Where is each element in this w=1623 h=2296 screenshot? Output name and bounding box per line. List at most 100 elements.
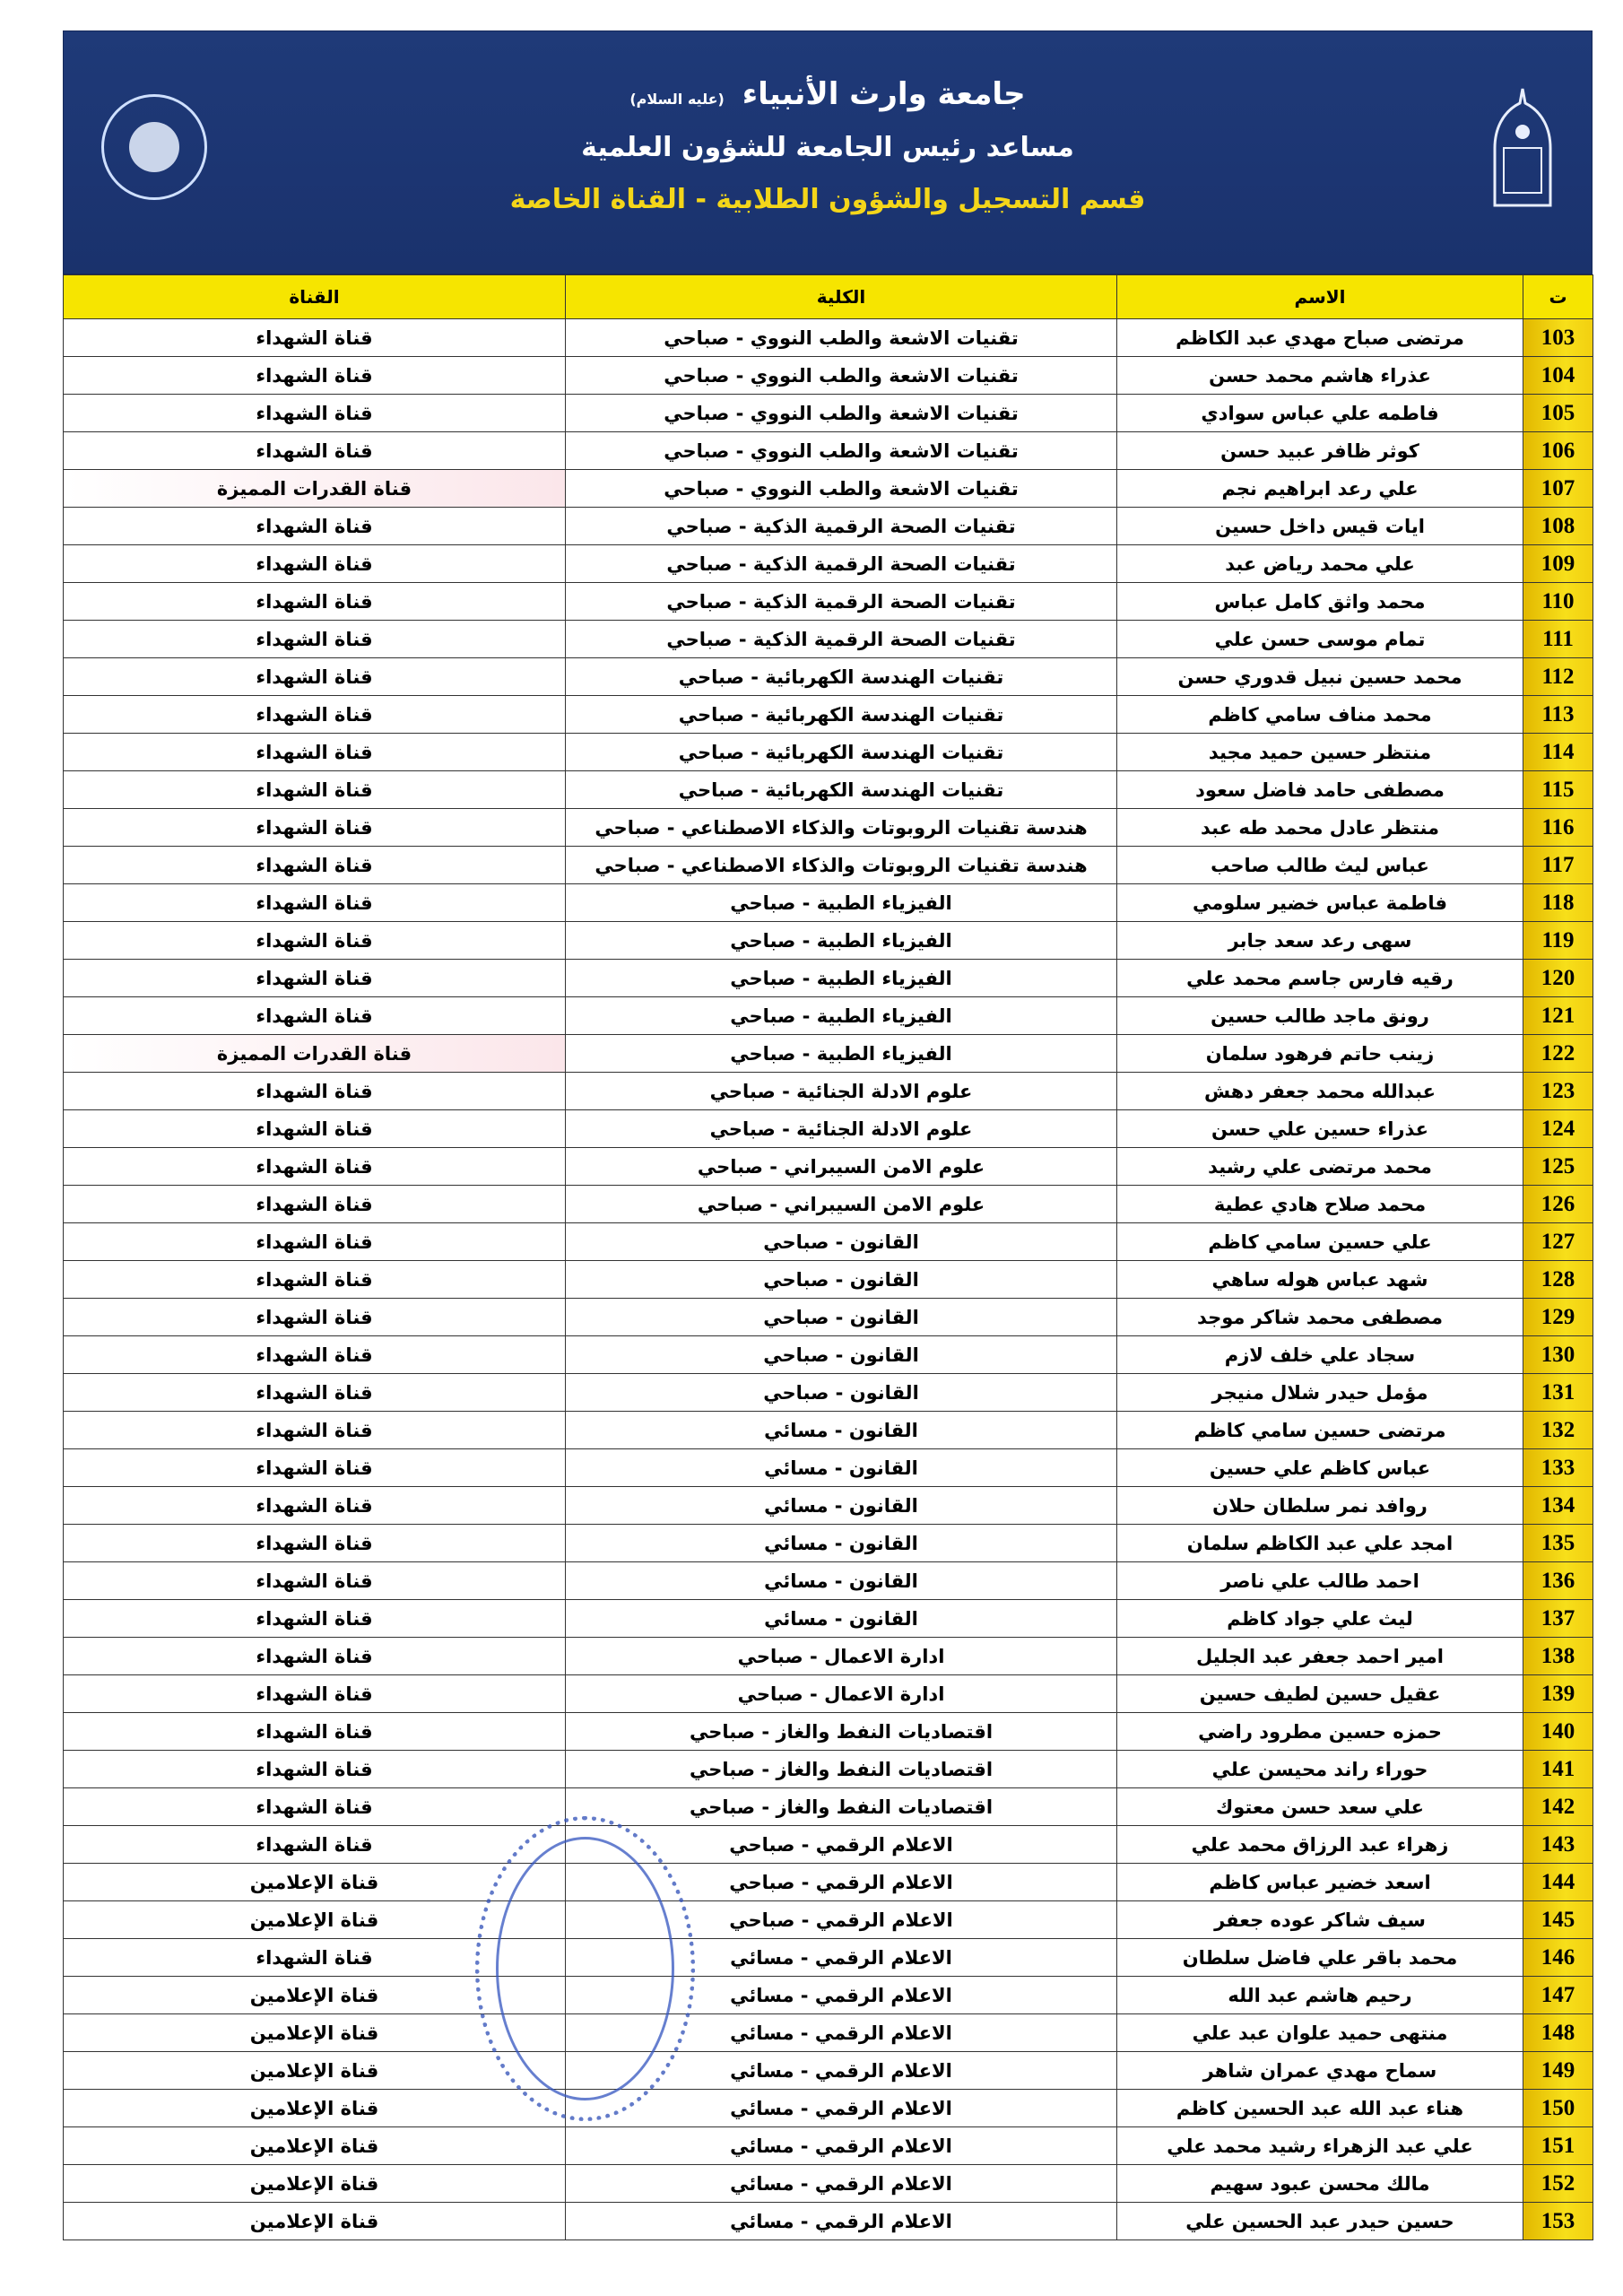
- student-name: علي سعد حسن معتوك: [1116, 1787, 1523, 1826]
- channel: قناة الشهداء: [63, 431, 566, 470]
- college: الفيزياء الطبية - صباحي: [565, 921, 1117, 960]
- student-name: رحيم هاشم عبد الله: [1116, 1976, 1523, 2014]
- row-number: 127: [1523, 1222, 1593, 1261]
- table-row: 123 عبدالله محمد جعفر دهش علوم الادلة الجن…: [63, 1072, 1593, 1110]
- college: هندسة تقنيات الروبوتات والذكاء الاصطناعي…: [565, 846, 1117, 884]
- college: ادارة الاعمال - صباحي: [565, 1674, 1117, 1713]
- channel: قناة الشهداء: [63, 1147, 566, 1186]
- student-name: علي رعد ابراهيم نجم: [1116, 469, 1523, 508]
- college: علوم الادلة الجنائية - صباحي: [565, 1072, 1117, 1110]
- student-name: مصطفى محمد شاكر موجد: [1116, 1298, 1523, 1336]
- table-row: 113 محمد مناف سامي كاظم تقنيات الهندسة الك…: [63, 695, 1593, 734]
- row-number: 121: [1523, 996, 1593, 1035]
- row-number: 109: [1523, 544, 1593, 583]
- row-number: 106: [1523, 431, 1593, 470]
- student-name: مرتضى حسين سامي كاظم: [1116, 1411, 1523, 1449]
- student-name: امجد علي عبد الكاظم سلمان: [1116, 1524, 1523, 1562]
- student-name: زهراء عبد الرزاق محمد علي: [1116, 1825, 1523, 1864]
- table-row: 153 حسين حيدر عبد الحسين علي الاعلام الرقم…: [63, 2202, 1593, 2240]
- college: الفيزياء الطبية - صباحي: [565, 883, 1117, 922]
- row-number: 141: [1523, 1750, 1593, 1788]
- channel: قناة القدرات المميزة: [63, 1034, 566, 1073]
- channel: قناة الشهداء: [63, 846, 566, 884]
- student-name: فاطمه علي عباس سوادي: [1116, 394, 1523, 432]
- row-number: 104: [1523, 356, 1593, 395]
- row-number: 133: [1523, 1448, 1593, 1487]
- channel: قناة الشهداء: [63, 1825, 566, 1864]
- student-name: سهى رعد سعد جابر: [1116, 921, 1523, 960]
- college: تقنيات الاشعة والطب النووي - صباحي: [565, 356, 1117, 395]
- table-row: 109 علي محمد رياض عبد تقنيات الصحة الرقمية…: [63, 544, 1593, 583]
- college: الاعلام الرقمي - مسائي: [565, 1976, 1117, 2014]
- college: تقنيات الهندسة الكهربائية - صباحي: [565, 733, 1117, 771]
- college: الاعلام الرقمي - مسائي: [565, 2164, 1117, 2203]
- student-name: علي حسين سامي كاظم: [1116, 1222, 1523, 1261]
- table-row: 108 ايات قيس داخل حسين تقنيات الصحة الرقمي…: [63, 507, 1593, 545]
- student-name: علي محمد رياض عبد: [1116, 544, 1523, 583]
- table-row: 120 رقيه فارس جاسم محمد علي الفيزياء الطبي…: [63, 959, 1593, 997]
- college: علوم الامن السيبراني - صباحي: [565, 1185, 1117, 1223]
- table-row: 125 محمد مرتضى علي رشيد علوم الامن السيبرا…: [63, 1147, 1593, 1186]
- channel: قناة الشهداء: [63, 808, 566, 847]
- table-row: 116 منتظر عادل محمد طه عبد هندسة تقنيات ال…: [63, 808, 1593, 847]
- student-name: عذراء حسين علي حسن: [1116, 1109, 1523, 1148]
- row-number: 116: [1523, 808, 1593, 847]
- college: تقنيات الاشعة والطب النووي - صباحي: [565, 318, 1117, 357]
- table-row: 146 محمد باقر علي فاضل سلطان الاعلام الرقم…: [63, 1938, 1593, 1977]
- college: تقنيات الصحة الرقمية الذكية - صباحي: [565, 620, 1117, 658]
- row-number: 146: [1523, 1938, 1593, 1977]
- column-header-number: ت: [1523, 274, 1593, 319]
- college: تقنيات الهندسة الكهربائية - صباحي: [565, 770, 1117, 809]
- student-name: منتظر عادل محمد طه عبد: [1116, 808, 1523, 847]
- channel: قناة الإعلامين: [63, 1900, 566, 1939]
- table-row: 150 هناء عبد الله عبد الحسين كاظم الاعلام …: [63, 2089, 1593, 2127]
- table-row: 139 عقيل حسين لطيف حسين ادارة الاعمال - صب…: [63, 1674, 1593, 1713]
- table-row: 121 رونق ماجد طالب حسين الفيزياء الطبية - …: [63, 996, 1593, 1035]
- table-row: 111 تمام موسى حسن علي تقنيات الصحة الرقمية…: [63, 620, 1593, 658]
- office-title: مساعد رئيس الجامعة للشؤون العلمية: [581, 132, 1074, 163]
- college: القانون - صباحي: [565, 1260, 1117, 1299]
- student-name: حوراء راند محيسن علي: [1116, 1750, 1523, 1788]
- row-number: 103: [1523, 318, 1593, 357]
- row-number: 132: [1523, 1411, 1593, 1449]
- table-row: 106 كوثر ظافر عبيد حسن تقنيات الاشعة والطب…: [63, 431, 1593, 470]
- column-header-channel: القناة: [63, 274, 566, 319]
- table-row: 122 زينب حاتم فرهود سلمان الفيزياء الطبية …: [63, 1034, 1593, 1073]
- channel: قناة الشهداء: [63, 770, 566, 809]
- university-logo-icon: [1493, 88, 1552, 207]
- table-row: 119 سهى رعد سعد جابر الفيزياء الطبية - صبا…: [63, 921, 1593, 960]
- table-row: 128 شهد عباس هوله ساهي القانون - صباحي قناة…: [63, 1260, 1593, 1299]
- channel: قناة الشهداء: [63, 620, 566, 658]
- college: الاعلام الرقمي - مسائي: [565, 2089, 1117, 2127]
- table-row: 143 زهراء عبد الرزاق محمد علي الاعلام الرق…: [63, 1825, 1593, 1864]
- student-name: ليث علي جواد كاظم: [1116, 1599, 1523, 1638]
- table-row: 110 محمد واثق كامل عباس تقنيات الصحة الرقم…: [63, 582, 1593, 621]
- college: الاعلام الرقمي - صباحي: [565, 1900, 1117, 1939]
- student-name: رقيه فارس جاسم محمد علي: [1116, 959, 1523, 997]
- college: الاعلام الرقمي - مسائي: [565, 2126, 1117, 2165]
- row-number: 105: [1523, 394, 1593, 432]
- row-number: 124: [1523, 1109, 1593, 1148]
- ministry-logo-icon: [101, 94, 207, 200]
- student-name: محمد واثق كامل عباس: [1116, 582, 1523, 621]
- channel: قناة الشهداء: [63, 657, 566, 696]
- college: القانون - مسائي: [565, 1524, 1117, 1562]
- row-number: 131: [1523, 1373, 1593, 1412]
- channel: قناة الشهداء: [63, 733, 566, 771]
- channel: قناة الشهداء: [63, 1637, 566, 1675]
- channel: قناة الإعلامين: [63, 1863, 566, 1901]
- channel: قناة الشهداء: [63, 1938, 566, 1977]
- table-row: 132 مرتضى حسين سامي كاظم القانون - مسائي قن…: [63, 1411, 1593, 1449]
- channel: قناة الشهداء: [63, 1411, 566, 1449]
- row-number: 151: [1523, 2126, 1593, 2165]
- student-name: احمد طالب علي ناصر: [1116, 1561, 1523, 1600]
- row-number: 128: [1523, 1260, 1593, 1299]
- student-name: مصطفى حامد فاضل سعود: [1116, 770, 1523, 809]
- table-row: 149 سماح مهدي عمران شاهر الاعلام الرقمي - …: [63, 2051, 1593, 2090]
- table-row: 152 مالك محسن عبود سهيم الاعلام الرقمي - م…: [63, 2164, 1593, 2203]
- student-name: كوثر ظافر عبيد حسن: [1116, 431, 1523, 470]
- student-name: فاطمة عباس خضير سلومي: [1116, 883, 1523, 922]
- student-name: مالك محسن عبود سهيم: [1116, 2164, 1523, 2203]
- channel: قناة الشهداء: [63, 1298, 566, 1336]
- channel: قناة الشهداء: [63, 544, 566, 583]
